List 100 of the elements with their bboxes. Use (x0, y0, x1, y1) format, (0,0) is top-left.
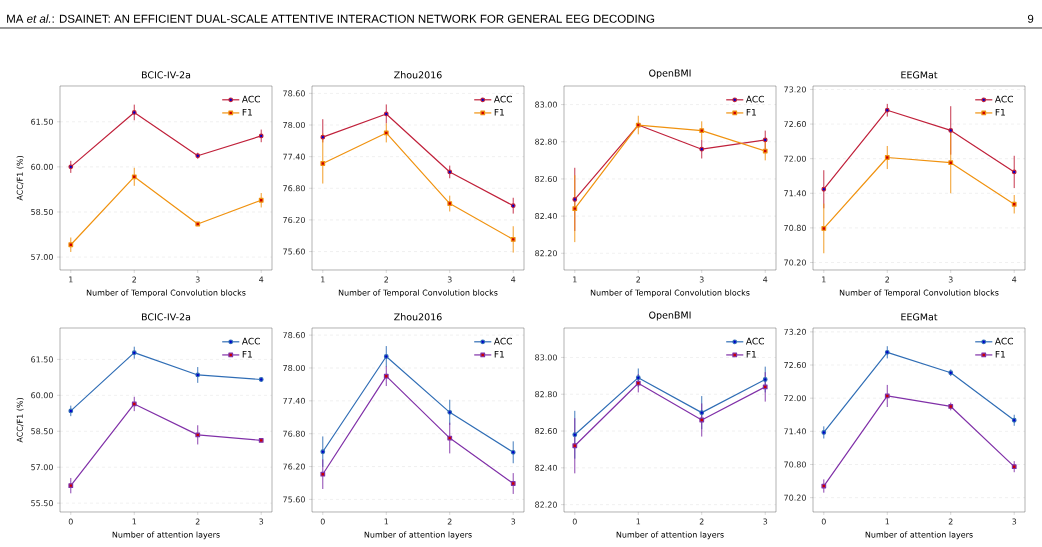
y-axis-title: ACC/F1 (%) (16, 156, 24, 201)
y-tick-label: 72.60 (784, 121, 806, 128)
x-tick-label: 2 (948, 518, 953, 525)
y-tick-label: 61.50 (31, 356, 53, 363)
legend-label: F1 (995, 108, 1005, 116)
x-tick-label: 3 (1012, 518, 1017, 525)
legend-label: ACC (493, 337, 512, 345)
y-tick-label: 76.80 (283, 185, 305, 192)
y-tick-label: 82.40 (535, 464, 557, 471)
x-tick-label: 2 (384, 276, 388, 283)
legend-label: ACC (241, 95, 260, 103)
legend-label: F1 (746, 108, 756, 116)
y-tick-label: 82.20 (535, 250, 557, 257)
x-tick-label: 0 (320, 518, 325, 525)
x-axis-title: Number of attention layers (865, 531, 973, 540)
y-tick-label: 60.00 (31, 163, 53, 170)
legend-label: F1 (242, 108, 252, 116)
x-tick-label: 3 (511, 518, 516, 525)
x-tick-label: 4 (1012, 276, 1017, 283)
y-tick-label: 78.00 (283, 364, 305, 371)
y-tick-label: 78.60 (283, 90, 305, 97)
y-tick-label: 71.40 (784, 428, 806, 435)
y-tick-label: 60.00 (31, 392, 53, 399)
legend-label: F1 (242, 350, 252, 358)
x-axis-title: Number of attention layers (364, 531, 472, 540)
x-tick-label: 4 (511, 276, 516, 283)
legend-label: ACC (745, 95, 764, 103)
x-tick-label: 3 (699, 276, 704, 283)
y-tick-label: 82.20 (535, 501, 557, 508)
x-tick-label: 3 (948, 276, 953, 283)
x-axis-title: Number of attention layers (112, 531, 220, 540)
y-tick-label: 58.50 (31, 428, 53, 435)
chart-title: OpenBMI (649, 69, 691, 79)
y-tick-label: 76.80 (283, 430, 305, 437)
x-tick-label: 1 (885, 518, 890, 525)
legend-label: ACC (994, 95, 1013, 103)
x-tick-label: 4 (259, 276, 264, 283)
x-tick-label: 3 (447, 276, 452, 283)
x-tick-label: 2 (885, 276, 890, 283)
legend-label: ACC (745, 337, 764, 345)
chart-title: BCIC-IV-2a (141, 71, 191, 79)
x-tick-label: 1 (132, 518, 137, 525)
x-tick-label: 1 (636, 518, 641, 525)
x-axis-title: Number of attention layers (616, 531, 724, 540)
y-tick-label: 70.80 (784, 461, 806, 468)
y-tick-label: 77.40 (283, 153, 305, 160)
y-tick-label: 70.20 (784, 259, 806, 266)
legend-label: F1 (995, 350, 1005, 358)
y-tick-label: 72.60 (784, 361, 806, 369)
y-tick-label: 70.80 (784, 224, 806, 231)
x-tick-label: 0 (821, 518, 826, 525)
x-tick-label: 2 (132, 276, 136, 283)
x-tick-label: 2 (699, 518, 704, 525)
chart-title: BCIC-IV-2a (141, 313, 191, 321)
chart-title: Zhou2016 (394, 313, 442, 321)
y-tick-label: 82.80 (535, 138, 557, 145)
x-tick-label: 4 (763, 276, 768, 283)
legend-label: F1 (494, 350, 504, 358)
y-tick-label: 83.00 (535, 101, 557, 108)
y-tick-label: 55.50 (31, 500, 53, 507)
y-tick-label: 75.60 (283, 496, 305, 503)
y-tick-label: 82.80 (535, 391, 557, 398)
y-tick-label: 78.60 (283, 332, 305, 339)
chart-title: EEGMat (901, 313, 938, 321)
x-tick-label: 3 (259, 518, 264, 525)
y-tick-label: 73.20 (784, 86, 806, 93)
y-tick-label: 83.00 (535, 354, 557, 361)
y-tick-label: 70.20 (784, 494, 806, 501)
x-axis-title: Number of Temporal Convolution blocks (338, 289, 498, 298)
x-tick-label: 2 (447, 518, 452, 525)
x-tick-label: 1 (69, 276, 73, 283)
legend-label: F1 (746, 350, 756, 358)
y-tick-label: 82.60 (535, 428, 557, 435)
y-tick-label: 78.00 (283, 121, 305, 129)
y-tick-label: 75.60 (283, 248, 305, 255)
y-tick-label: 72.00 (784, 155, 806, 162)
text: 9 (1027, 14, 1034, 23)
y-tick-label: 72.00 (784, 395, 806, 402)
text: MA et al.: DSAINET: AN EFFICIENT DUAL-SCALE ATTENTIVE INTERACTION NETWORK FOR GENERAL EEG DECODING (7, 14, 655, 23)
x-axis-title: Number of Temporal Convolution blocks (590, 289, 750, 298)
legend-label: ACC (493, 95, 512, 103)
chart-title: Zhou2016 (394, 71, 442, 79)
x-tick-label: 1 (822, 276, 826, 283)
y-tick-label: 76.20 (283, 216, 305, 223)
y-tick-label: 82.60 (535, 175, 557, 182)
legend-label: ACC (994, 337, 1013, 345)
x-tick-label: 1 (321, 276, 325, 283)
legend-label: F1 (494, 108, 504, 116)
x-tick-label: 3 (763, 518, 768, 525)
x-tick-label: 2 (195, 518, 200, 525)
x-axis-title: Number of Temporal Convolution blocks (86, 289, 246, 298)
chart-title: OpenBMI (649, 311, 691, 321)
y-tick-label: 57.00 (31, 464, 53, 471)
y-tick-label: 82.40 (535, 213, 557, 220)
y-tick-label: 76.20 (283, 463, 305, 470)
x-axis-title: Number of Temporal Convolution blocks (839, 289, 999, 298)
x-tick-label: 2 (636, 276, 641, 283)
x-tick-label: 1 (384, 518, 389, 525)
y-axis-title: ACC/F1 (%) (16, 398, 24, 443)
x-tick-label: 0 (68, 518, 73, 525)
